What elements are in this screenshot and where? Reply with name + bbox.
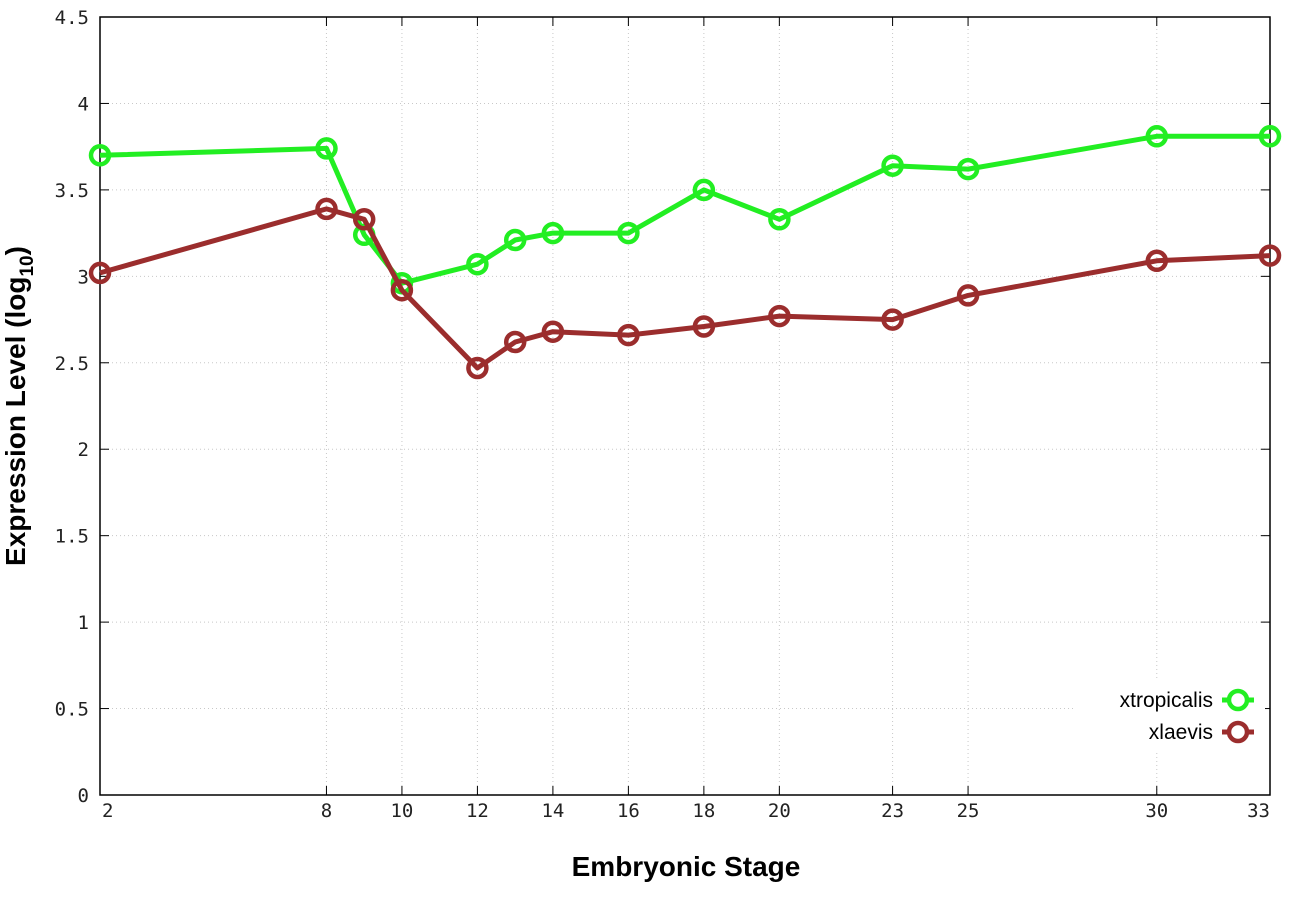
y-tick-label: 0.5 xyxy=(55,699,89,721)
x-tick-label: 23 xyxy=(881,800,904,822)
series-line-xtropicalis xyxy=(99,133,1270,286)
y-tick-label: 2 xyxy=(78,439,89,461)
y-tick-label: 3 xyxy=(78,266,89,288)
y-tick-label: 1.5 xyxy=(55,526,89,548)
data-point-xtropicalis xyxy=(768,208,791,231)
series-layer xyxy=(88,125,1282,380)
data-point-xlaevis xyxy=(692,315,716,338)
x-tick-label: 12 xyxy=(466,800,489,822)
x-tick-label: 20 xyxy=(768,800,791,822)
data-point-xtropicalis xyxy=(466,252,489,276)
data-point-xlaevis xyxy=(503,330,527,354)
data-point-xtropicalis xyxy=(541,221,565,245)
data-point-xtropicalis xyxy=(1145,125,1169,148)
axis-ticks: 0 0.5 1 1.5 2 2.5 3 3.5 4 4.5 2 8 10 12 14 16 18 20 23 25 30… xyxy=(55,7,1271,822)
x-tick-label: 33 xyxy=(1247,800,1270,822)
x-tick-label: 18 xyxy=(692,800,715,822)
data-point-xtropicalis xyxy=(956,157,980,181)
legend-label-xtropicalis: xtropicalis xyxy=(1120,689,1213,712)
data-point-xlaevis xyxy=(617,323,640,347)
x-tick-label: 25 xyxy=(957,800,980,822)
data-point-xtropicalis xyxy=(503,228,527,252)
data-point-xtropicalis xyxy=(315,137,338,160)
legend-marker-xtropicalis xyxy=(1226,688,1250,712)
data-point-xlaevis xyxy=(88,261,112,285)
data-point-xlaevis xyxy=(881,308,904,331)
y-tick-label: 0 xyxy=(78,785,89,807)
series-line-xlaevis xyxy=(99,206,1271,371)
x-tick-label: 8 xyxy=(321,800,332,822)
data-point-xtropicalis xyxy=(617,221,640,245)
data-point-xtropicalis xyxy=(1258,125,1282,148)
y-tick-label: 4 xyxy=(78,93,89,115)
plot-frame xyxy=(99,16,1271,796)
x-tick-label: 10 xyxy=(390,800,413,822)
data-point-xlaevis xyxy=(466,356,489,380)
data-point-xtropicalis xyxy=(881,154,904,177)
y-axis-title-subscript: 10 xyxy=(17,255,38,276)
data-point-xtropicalis xyxy=(692,178,716,202)
y-axis-title-close: ) xyxy=(0,246,31,255)
legend: xtropicalis xlaevis xyxy=(1075,680,1265,750)
y-axis-title-main: Expression Level (log xyxy=(0,277,31,566)
grid-lines xyxy=(100,17,1270,795)
y-tick-label: 3.5 xyxy=(55,180,89,202)
data-point-xlaevis xyxy=(956,284,980,307)
data-point-xlaevis xyxy=(1145,249,1169,273)
legend-marker-xlaevis xyxy=(1226,720,1250,744)
legend-label-xlaevis: xlaevis xyxy=(1149,721,1213,744)
y-tick-label: 2.5 xyxy=(55,353,89,375)
data-point-xlaevis xyxy=(1258,244,1282,267)
x-tick-label: 30 xyxy=(1145,800,1168,822)
series-xlaevis xyxy=(88,197,1282,380)
x-tick-label: 14 xyxy=(541,800,564,822)
series-xtropicalis xyxy=(88,125,1282,295)
x-tick-label: 2 xyxy=(102,800,113,822)
data-point-xtropicalis xyxy=(88,144,112,167)
data-point-xlaevis xyxy=(352,208,376,231)
data-point-xlaevis xyxy=(768,304,791,328)
y-tick-label: 4.5 xyxy=(55,7,89,29)
data-point-xlaevis xyxy=(390,278,414,302)
data-point-xlaevis xyxy=(541,320,565,343)
x-tick-label: 16 xyxy=(617,800,640,822)
data-point-xlaevis xyxy=(315,197,338,221)
x-axis-title: Embryonic Stage xyxy=(572,851,801,882)
y-axis-title: Expression Level (log10) xyxy=(0,246,38,566)
y-tick-label: 1 xyxy=(78,612,89,634)
